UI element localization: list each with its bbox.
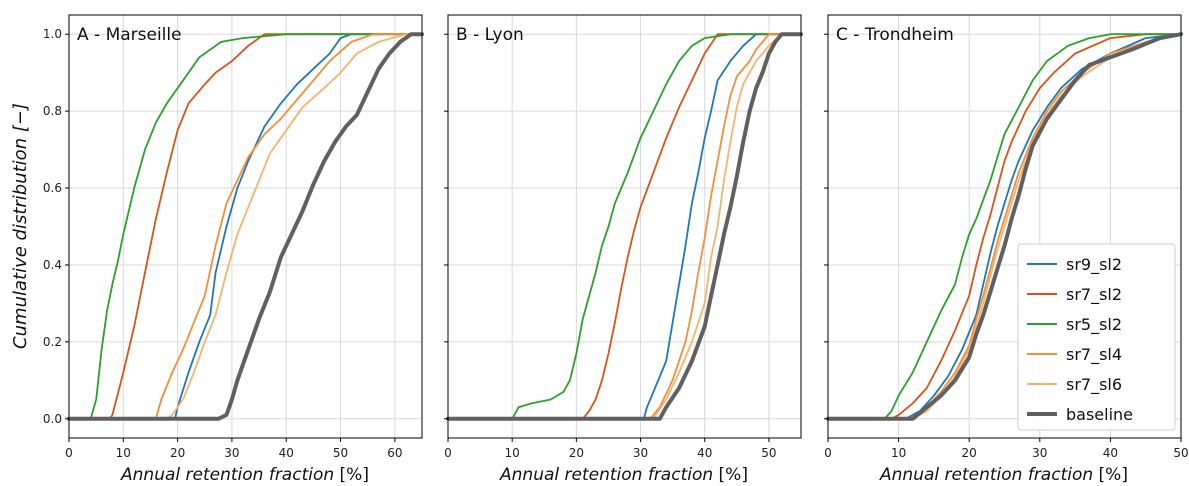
series-line-sr7-sl4 — [68, 33, 423, 420]
panel-b: 0 10 20 30 40 50 B - Lyon Annual retention fr… — [444, 14, 803, 485]
panel-a-series — [67, 32, 424, 421]
panel-b-x-label: Annual retention fraction [%] — [499, 465, 748, 485]
series-line-sr5-sl2 — [827, 33, 1182, 420]
y-tick-label: 1.0 — [43, 27, 62, 41]
panel-c-title: C - Trondheim — [836, 25, 954, 45]
series-line-sr7-sl6 — [68, 33, 423, 420]
x-tick-label: 40 — [1103, 446, 1118, 460]
legend-label: sr7_sl4 — [1066, 345, 1122, 365]
panel-a-border — [68, 14, 423, 439]
series-line-sr9-sl2 — [827, 33, 1182, 420]
series-line-baseline — [446, 32, 803, 421]
panel-b-x-ticks: 0 10 20 30 40 50 — [444, 438, 777, 460]
legend-item-sr7-sl6: sr7_sl6 — [1027, 375, 1122, 395]
panel-b-border — [447, 14, 802, 439]
legend-label: sr7_sl6 — [1066, 375, 1122, 395]
x-label-main: Annual retention fraction — [120, 465, 334, 485]
panel-c-x-ticks: 0 10 20 30 40 50 — [824, 438, 1189, 460]
x-label-main: Annual retention fraction — [879, 465, 1093, 485]
y-tick-label: 0.6 — [43, 181, 62, 195]
panel-b-y-ticks — [444, 33, 448, 420]
x-tick-label: 60 — [387, 446, 402, 460]
x-tick-label: 10 — [505, 446, 520, 460]
series-line-sr9-sl2 — [68, 33, 423, 420]
series-line-sr7-sl2 — [447, 33, 802, 420]
x-label-unit: [%] — [719, 465, 748, 485]
x-tick-label: 40 — [279, 446, 294, 460]
x-tick-label: 10 — [116, 446, 131, 460]
series-line-sr9-sl2 — [447, 33, 802, 420]
x-tick-label: 30 — [1032, 446, 1047, 460]
legend-item-sr7-sl4: sr7_sl4 — [1027, 345, 1122, 365]
x-label-unit: [%] — [1099, 465, 1128, 485]
series-line-baseline — [826, 32, 1183, 421]
x-tick-label: 30 — [633, 446, 648, 460]
x-tick-label: 0 — [444, 446, 452, 460]
x-tick-label: 20 — [569, 446, 584, 460]
series-line-sr7-sl6 — [447, 33, 802, 420]
panel-a-title: A - Marseille — [77, 25, 182, 45]
x-tick-label: 50 — [333, 446, 348, 460]
series-line-sr7-sl2 — [827, 33, 1182, 420]
x-tick-label: 30 — [224, 446, 239, 460]
panel-a-frame — [69, 15, 422, 438]
panel-c-y-ticks — [824, 33, 828, 420]
x-tick-label: 0 — [824, 446, 832, 460]
legend-label: sr9_sl2 — [1066, 255, 1122, 275]
x-tick-label: 50 — [1173, 446, 1188, 460]
legend-label: baseline — [1066, 405, 1133, 424]
panel-a-x-label: Annual retention fraction [%] — [120, 465, 369, 485]
legend-item-sr7-sl2: sr7_sl2 — [1027, 285, 1122, 305]
legend: sr9_sl2 sr7_sl2 sr5_sl2 sr7_sl4 sr7_sl6 … — [1017, 243, 1176, 431]
legend-label: sr7_sl2 — [1066, 285, 1122, 305]
panel-a-y-ticks: 0.0 0.2 0.4 0.6 0.8 1.0 — [43, 27, 69, 426]
legend-item-sr5-sl2: sr5_sl2 — [1027, 315, 1122, 335]
series-line-sr5-sl2 — [447, 33, 802, 420]
series-line-sr7-sl2 — [68, 33, 423, 420]
panel-b-series — [446, 32, 803, 421]
x-tick-label: 20 — [962, 446, 977, 460]
series-line-sr5-sl2 — [68, 33, 423, 420]
x-label-main: Annual retention fraction — [499, 465, 713, 485]
panel-b-frame — [448, 15, 801, 438]
series-line-sr7-sl4 — [447, 33, 802, 420]
x-tick-label: 20 — [170, 446, 185, 460]
series-line-baseline — [67, 32, 424, 421]
panel-a: 0 10 20 30 40 50 60 0.0 0.2 0.4 0.6 0.8 1.0 A - Mar… — [43, 14, 424, 485]
x-tick-label: 40 — [697, 446, 712, 460]
legend-item-baseline: baseline — [1027, 405, 1133, 424]
y-tick-label: 0.2 — [43, 335, 62, 349]
panel-b-title: B - Lyon — [456, 25, 524, 45]
x-label-unit: [%] — [340, 465, 369, 485]
legend-label: sr5_sl2 — [1066, 315, 1122, 335]
y-axis-label: Cumulative distribution [−] — [10, 103, 31, 349]
y-tick-label: 0.8 — [43, 104, 62, 118]
panel-c-border — [827, 14, 1182, 439]
legend-box — [1017, 243, 1176, 431]
x-tick-label: 50 — [761, 446, 776, 460]
y-tick-label: 0.4 — [43, 258, 62, 272]
x-tick-label: 0 — [65, 446, 73, 460]
panel-a-x-ticks: 0 10 20 30 40 50 60 — [65, 438, 402, 460]
x-tick-label: 10 — [891, 446, 906, 460]
panel-c-x-label: Annual retention fraction [%] — [879, 465, 1128, 485]
legend-item-sr9-sl2: sr9_sl2 — [1027, 255, 1122, 275]
panel-c-series — [826, 32, 1183, 421]
y-tick-label: 0.0 — [43, 412, 62, 426]
